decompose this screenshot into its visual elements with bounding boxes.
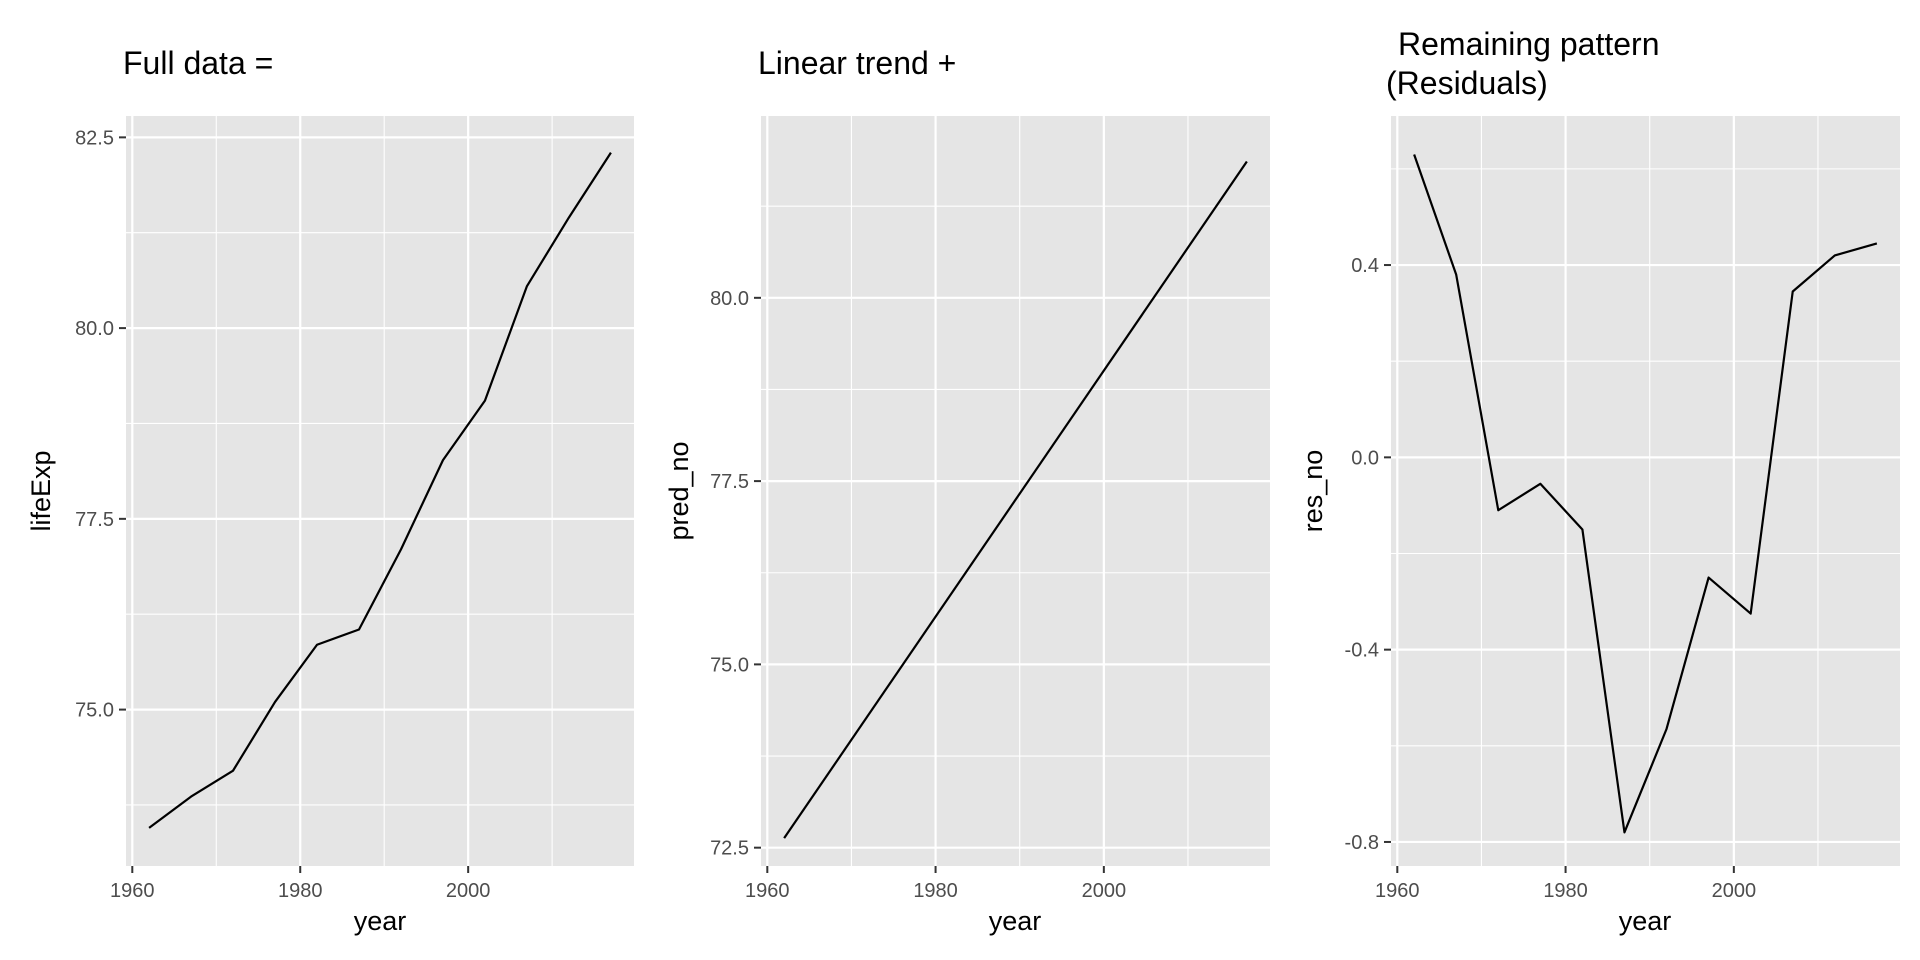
y-tick-label: 77.5 [710,471,749,493]
y-tick-label: 72.5 [710,838,749,860]
y-axis-title: pred_no [664,441,694,540]
x-tick-label: 2000 [1712,880,1757,902]
axes: 1960 1980 2000 72.5 75.0 77.5 80.0 [710,288,1126,902]
y-axis-title: res_no [1298,450,1328,533]
y-tick-label: 80.0 [75,318,114,340]
plot-area [761,116,1270,866]
plot-area [126,116,634,866]
life-exp-line [148,152,612,829]
x-tick-label: 1960 [745,880,790,902]
grid [1391,116,1900,866]
y-tick-label: 77.5 [75,509,114,531]
y-tick-label: 75.0 [710,654,749,676]
x-axis-title: year [1619,906,1672,936]
y-tick-label: -0.4 [1345,640,1379,662]
x-tick-label: 1960 [1375,880,1420,902]
x-tick-label: 1960 [110,880,155,902]
y-tick-label: 80.0 [710,288,749,310]
panel-residuals: Remaining pattern (Residuals) 1960 1980 20… [1298,26,1900,936]
x-tick-label: 1980 [278,880,323,902]
y-tick-label: 0.4 [1351,255,1379,277]
y-tick-label: 75.0 [75,700,114,722]
x-axis-title: year [354,906,407,936]
residual-line [1413,154,1878,834]
axes: 1960 1980 2000 75.0 77.5 80.0 82.5 [75,127,490,902]
y-tick-label: 82.5 [75,127,114,149]
panel-title: Remaining pattern [1398,26,1659,62]
panel-full-data: Full data = 1960 1980 2000 75.0 77.5 80.0 82.5… [26,45,634,936]
panel-title-line2: (Residuals) [1386,65,1548,101]
pred-line [783,160,1248,839]
panel-title: Linear trend + [758,45,956,81]
panel-title: Full data = [123,45,273,81]
panel-linear-trend: Linear trend + 1960 1980 2000 72.5 75.0 77.5 8… [664,45,1270,936]
x-axis-title: year [989,906,1042,936]
y-tick-label: -0.8 [1345,832,1379,854]
y-tick-label: 0.0 [1351,447,1379,469]
x-tick-label: 2000 [1082,880,1127,902]
plot-area [1391,116,1900,866]
grid [761,116,1270,866]
y-axis-title: lifeExp [26,450,56,531]
x-tick-label: 1980 [1543,880,1588,902]
x-tick-label: 2000 [446,880,491,902]
grid [126,116,634,866]
x-tick-label: 1980 [913,880,958,902]
axes: 1960 1980 2000 -0.8 -0.4 0.0 0.4 [1345,255,1757,902]
